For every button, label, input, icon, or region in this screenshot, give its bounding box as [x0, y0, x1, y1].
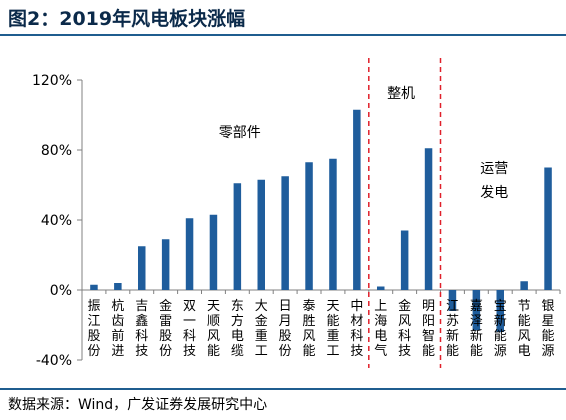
chart-labels: -40% 0% 40% 80% 120% 振江股份杭齿前进吉鑫科技金雷股份双一科技天顺风能…: [32, 73, 555, 369]
category-label: 明阳智能: [422, 299, 435, 359]
bar: [496, 290, 504, 332]
bar: [424, 148, 433, 290]
category-label: 银星能源: [542, 299, 555, 359]
bar: [281, 176, 289, 290]
y-tick-label: 40%: [41, 213, 72, 229]
bar: [114, 283, 122, 290]
category-label: 大金重工: [255, 299, 268, 359]
category-label: 日月股份: [279, 299, 292, 359]
title-rule: [0, 34, 566, 36]
y-tick-label: -40%: [36, 353, 72, 369]
category-label: 吉鑫科技: [135, 299, 148, 359]
y-tick-label: 120%: [32, 73, 72, 89]
category-label: 嘉泽新能: [470, 299, 483, 359]
bar: [520, 281, 528, 290]
bar: [138, 246, 146, 290]
bar: [161, 239, 170, 290]
bar: [185, 218, 194, 290]
category-label: 杭齿前进: [111, 299, 124, 359]
bar: [544, 167, 552, 290]
category-label: 双一科技: [183, 299, 196, 359]
category-label: 振江股份: [87, 299, 100, 359]
bar: [448, 290, 457, 311]
bar: [329, 158, 337, 290]
category-label: 天顺风能: [207, 299, 220, 359]
bar: [257, 179, 265, 290]
y-tick-label: 80%: [41, 143, 72, 159]
category-label: 泰胜风能: [303, 299, 316, 359]
category-label: 中材科技: [350, 299, 363, 359]
bar-chart: -40% 0% 40% 80% 120% 振江股份杭齿前进吉鑫科技金雷股份双一科技天顺风能…: [32, 58, 561, 369]
source-note: 数据来源：Wind，广发证券发展研究中心: [8, 397, 268, 413]
category-label: 江苏新能: [446, 299, 459, 359]
group-label: 零部件: [219, 125, 261, 141]
chart-bars: [90, 109, 552, 332]
category-label: 宝新能源: [494, 299, 507, 359]
y-tick-label: 0%: [50, 283, 72, 299]
category-label: 东方电缆: [231, 299, 244, 359]
group-label: 运营发电: [480, 161, 508, 201]
figure-title: 图2：2019年风电板块涨幅: [8, 8, 246, 30]
category-label: 金风科技: [398, 298, 411, 359]
bar: [400, 230, 409, 290]
category-label: 上海电气: [374, 299, 387, 359]
bar: [90, 284, 98, 290]
bar: [472, 290, 481, 331]
chart-axes: [77, 58, 561, 368]
category-label: 金雷股份: [159, 298, 172, 359]
group-label: 整机: [387, 86, 415, 102]
bar: [377, 286, 385, 290]
bar: [353, 109, 361, 290]
bar: [209, 214, 218, 290]
category-label: 节能风电: [518, 299, 531, 359]
bar: [305, 162, 313, 290]
bottom-rule: [0, 388, 566, 390]
bar: [233, 183, 242, 290]
category-label: 天能重工: [326, 299, 339, 359]
